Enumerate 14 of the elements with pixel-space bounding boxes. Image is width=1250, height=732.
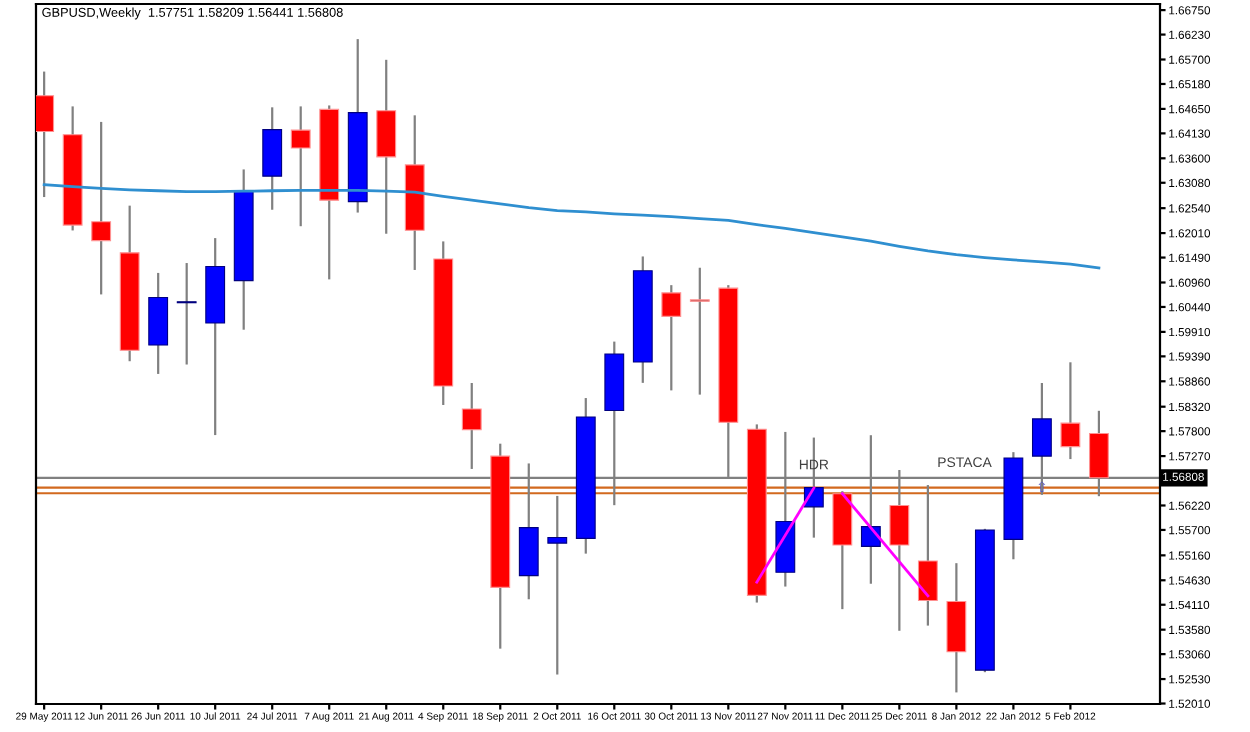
- candlestick: [1060, 362, 1081, 460]
- candlestick: [290, 106, 311, 227]
- candlestick: [547, 495, 568, 675]
- candlestick: [661, 285, 682, 391]
- candlestick: [36, 71, 55, 198]
- candlestick: [91, 121, 112, 295]
- line-series: [42, 183, 1101, 270]
- candlestick: [262, 107, 283, 210]
- candlestick: [376, 59, 397, 234]
- candlestick: [689, 267, 710, 395]
- candlestick: [917, 485, 938, 626]
- candlestick: [176, 263, 197, 365]
- candlestick: [148, 272, 169, 374]
- candlestick: [461, 383, 482, 469]
